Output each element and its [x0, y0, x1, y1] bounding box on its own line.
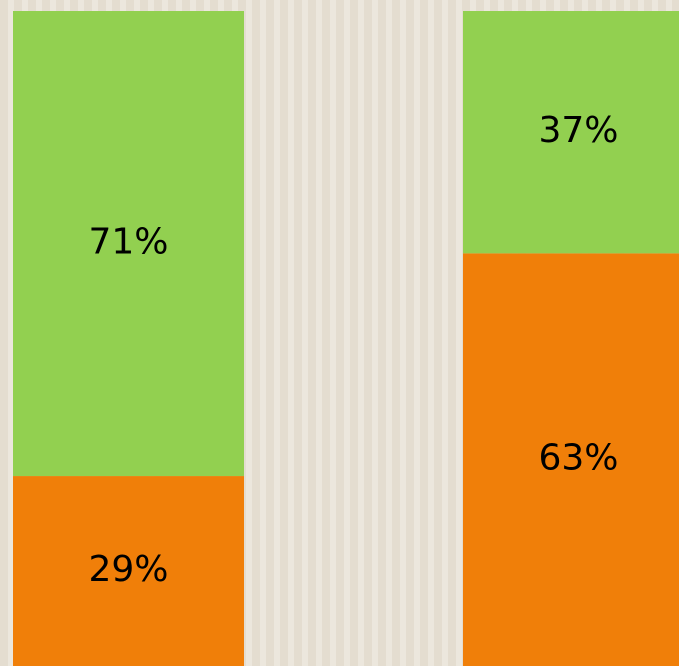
bar-segment [13, 476, 244, 666]
data-label: 71% [88, 222, 168, 263]
bar-segment [463, 253, 679, 666]
data-label: 29% [88, 549, 168, 590]
bar-segment [463, 11, 679, 254]
data-label: 63% [538, 438, 618, 479]
bar-segment [13, 11, 244, 477]
data-label: 37% [538, 110, 618, 151]
